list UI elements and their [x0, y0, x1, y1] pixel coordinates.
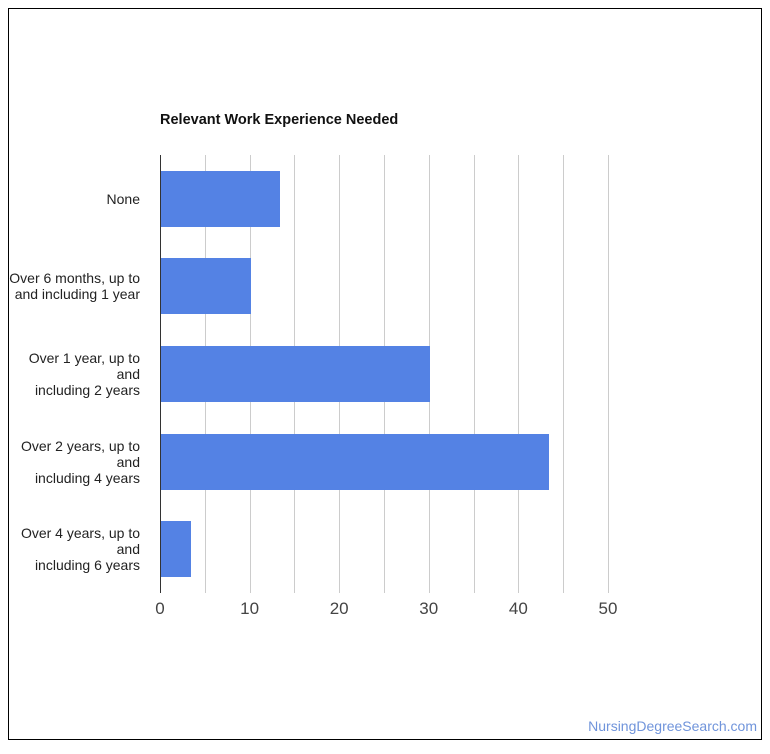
bar: [161, 521, 191, 578]
bar: [161, 170, 281, 227]
gridline: [607, 155, 609, 593]
category-labels-column: None Over 6 months, up to and including 1 …: [9, 155, 150, 593]
plot-area: [160, 155, 655, 593]
x-tick-label: 0: [155, 599, 165, 618]
bar: [161, 346, 430, 402]
category-label: Over 2 years, up to and including 4 years: [20, 437, 140, 486]
gridline: [518, 155, 520, 593]
chart-title: Relevant Work Experience Needed: [160, 112, 399, 128]
gridline: [563, 155, 565, 593]
x-tick-label: 10: [240, 599, 260, 618]
x-tick-label: 50: [598, 599, 618, 618]
watermark-link[interactable]: NursingDegreeSearch.com: [588, 718, 757, 734]
x-axis-tick-labels: 0 10 20 30 40 50: [155, 599, 655, 621]
x-tick-label: 40: [508, 599, 528, 618]
gridline: [473, 155, 475, 593]
x-tick-label: 20: [329, 599, 349, 618]
bar: [161, 258, 251, 315]
category-label: Over 4 years, up to and including 6 years: [20, 525, 140, 574]
category-label: Over 6 months, up to and including 1 year: [9, 270, 140, 303]
category-label: Over 1 year, up to and including 2 years: [28, 350, 140, 398]
x-tick-label: 30: [419, 599, 439, 618]
category-label: None: [106, 190, 140, 207]
x-axis-baseline: [160, 155, 161, 593]
bar: [161, 433, 549, 490]
